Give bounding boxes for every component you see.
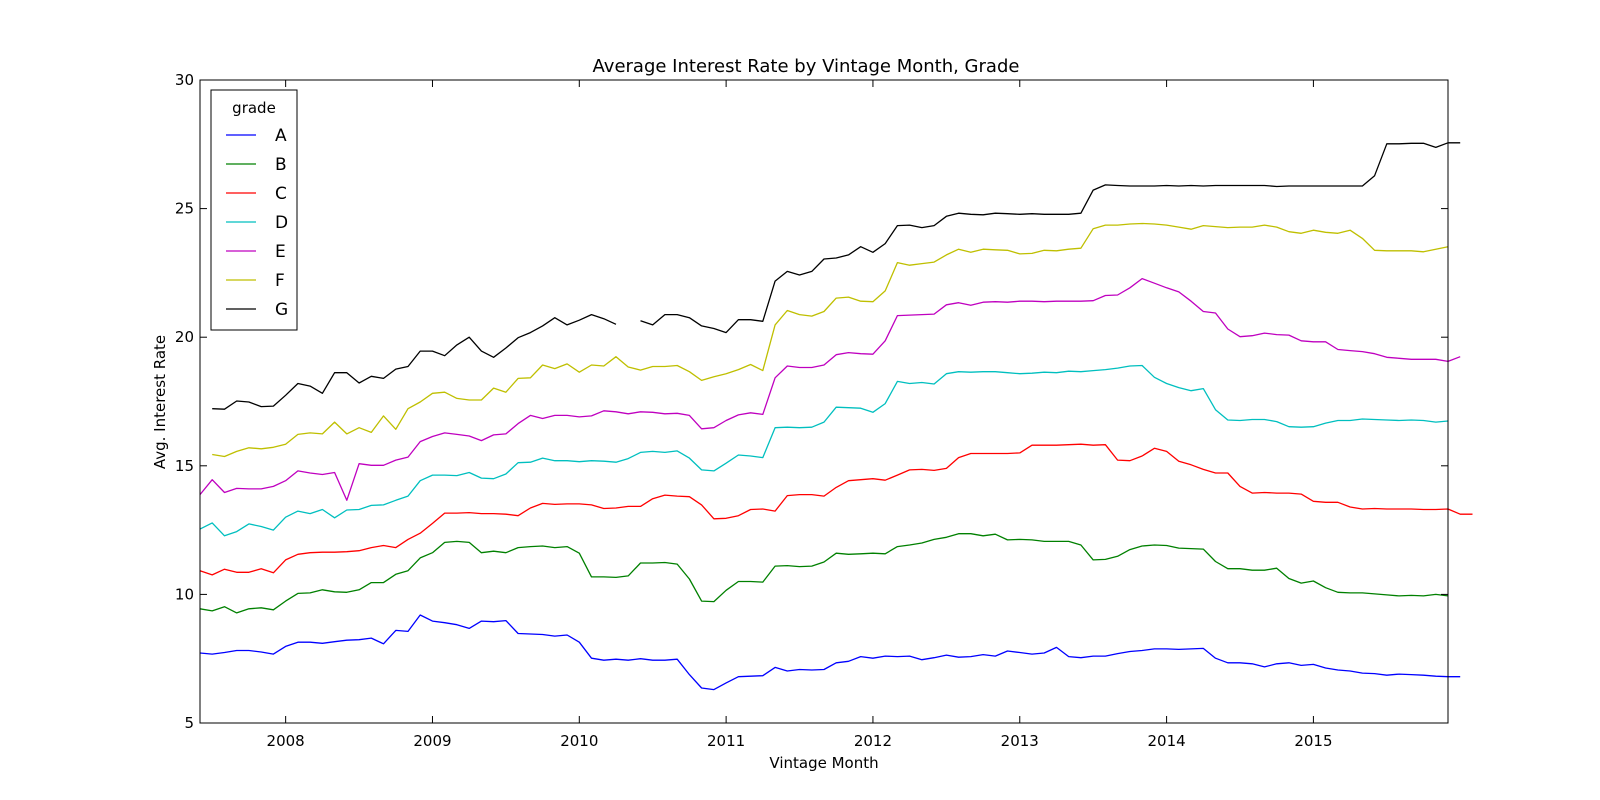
y-tick-label: 5 xyxy=(184,714,194,732)
x-tick-label: 2014 xyxy=(1147,732,1185,750)
y-tick-label: 20 xyxy=(175,328,194,346)
x-tick-label: 2011 xyxy=(707,732,745,750)
legend-label-F: F xyxy=(275,271,285,291)
y-tick-label: 25 xyxy=(175,200,194,218)
y-tick-label: 10 xyxy=(175,585,194,603)
x-tick-label: 2008 xyxy=(267,732,305,750)
series-line-F xyxy=(212,222,1449,458)
series-line-B xyxy=(199,533,1449,614)
series-line-C xyxy=(199,443,1473,576)
y-tick-label: 15 xyxy=(175,457,194,475)
legend-title: grade xyxy=(232,99,276,117)
y-axis-label: Avg. Interest Rate xyxy=(151,335,169,469)
legend-label-G: G xyxy=(275,300,288,320)
plot-area-frame xyxy=(199,79,1449,724)
legend-label-C: C xyxy=(275,184,287,204)
legend-label-D: D xyxy=(275,213,288,233)
chart-title: Average Interest Rate by Vintage Month, … xyxy=(593,56,1020,77)
x-axis-label: Vintage Month xyxy=(769,754,878,772)
series-layer xyxy=(199,142,1473,691)
legend-box xyxy=(210,89,298,331)
legend-label-B: B xyxy=(275,155,287,175)
legend-label-E: E xyxy=(275,242,286,262)
x-tick-label: 2012 xyxy=(854,732,892,750)
y-axis: 5 10 15 20 25 30 xyxy=(175,71,1448,732)
legend-label-A: A xyxy=(275,126,287,146)
x-tick-label: 2013 xyxy=(1001,732,1039,750)
x-tick-label: 2010 xyxy=(560,732,598,750)
series-line-G xyxy=(212,142,1461,410)
x-tick-label: 2009 xyxy=(413,732,451,750)
series-line-A xyxy=(199,614,1461,691)
x-axis: 2008 2009 2010 2011 2012 2013 2014 2015 xyxy=(267,80,1333,750)
series-line-E xyxy=(199,277,1461,501)
y-tick-label: 30 xyxy=(175,71,194,89)
x-tick-label: 2015 xyxy=(1294,732,1332,750)
series-line-D xyxy=(199,364,1449,537)
